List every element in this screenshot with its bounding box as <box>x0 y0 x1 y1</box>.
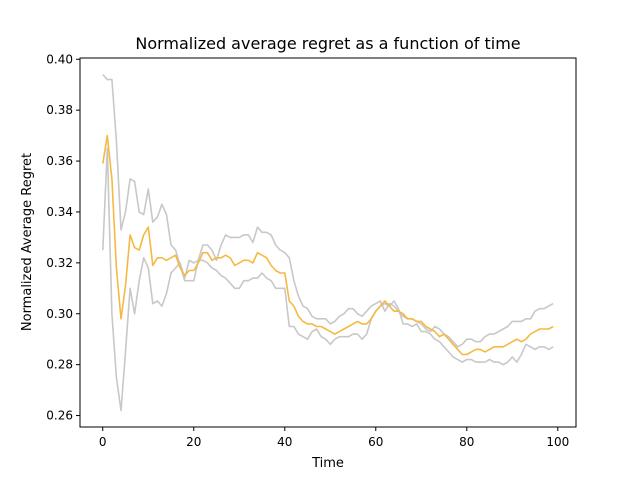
y-tick-label: 0.34 <box>46 205 73 219</box>
y-tick-label: 0.28 <box>46 358 73 372</box>
x-axis: 0 20 40 60 80 100 <box>99 427 569 449</box>
series-line-2 <box>102 73 554 348</box>
y-tick-label: 0.30 <box>46 307 73 321</box>
y-tick-label: 0.36 <box>46 154 73 168</box>
x-tick-label: 60 <box>368 435 383 449</box>
x-tick-label: 20 <box>186 435 201 449</box>
series-line-1 <box>102 134 554 356</box>
y-tick-label: 0.32 <box>46 256 73 270</box>
x-tick-label: 100 <box>546 435 569 449</box>
x-tick-label: 40 <box>277 435 292 449</box>
y-tick-label: 0.26 <box>46 409 73 423</box>
y-tick-label: 0.40 <box>46 52 73 66</box>
y-tick-label: 0.38 <box>46 103 73 117</box>
chart-title: Normalized average regret as a function … <box>135 34 520 53</box>
x-axis-label: Time <box>311 456 344 471</box>
y-axis: 0.26 0.28 0.30 0.32 0.34 0.36 0.38 0.40 <box>46 52 80 423</box>
y-axis-label: Normalized Average Regret <box>20 153 35 331</box>
plot-area-frame <box>79 57 577 428</box>
series-line-3 <box>102 147 554 412</box>
x-tick-label: 80 <box>459 435 474 449</box>
series-layer <box>102 73 554 412</box>
x-tick-label: 0 <box>99 435 107 449</box>
